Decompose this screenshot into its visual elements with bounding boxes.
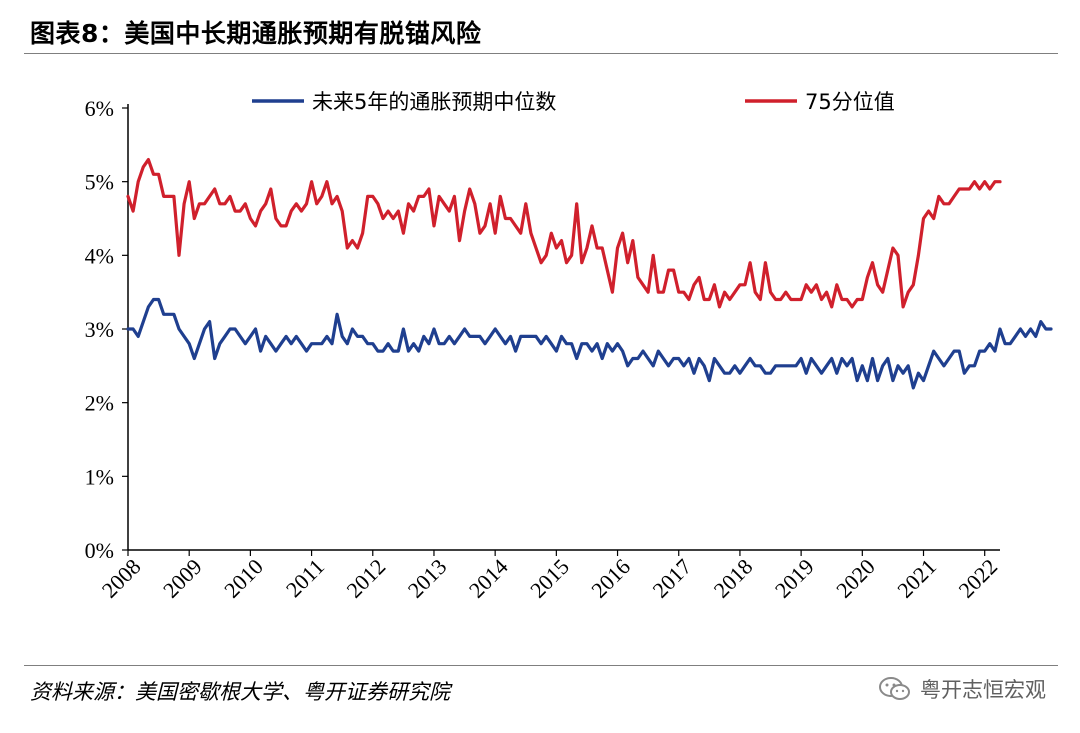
footer-divider — [24, 665, 1058, 666]
x-tick-label: 2017 — [647, 554, 696, 603]
legend-label-2: 75分位值 — [805, 90, 895, 114]
x-tick-label: 2018 — [709, 554, 758, 603]
y-tick-label: 3% — [85, 317, 114, 342]
y-tick-label: 1% — [85, 464, 114, 489]
y-tick-label: 6% — [85, 96, 114, 121]
title-divider — [24, 53, 1058, 54]
y-tick-label: 4% — [85, 243, 114, 268]
line-chart: 0%1%2%3%4%5%6%2008 2009 2010 2011 2012 2013 20… — [85, 90, 1053, 603]
x-tick-label: 2016 — [586, 554, 635, 603]
y-tick-label: 2% — [85, 391, 114, 416]
source-note: 资料来源：美国密歇根大学、粤开证券研究院 — [30, 680, 450, 704]
x-tick-label: 2012 — [342, 554, 391, 603]
chart-title: 图表8：美国中长期通胀预期有脱锚风险 — [30, 19, 482, 48]
x-tick-label: 2009 — [158, 554, 207, 603]
x-tick-label: 2021 — [892, 554, 941, 603]
x-tick-label: 2020 — [831, 554, 880, 603]
series-line-1 — [126, 297, 1053, 390]
y-tick-label: 5% — [85, 170, 114, 195]
x-tick-label: 2010 — [219, 554, 268, 603]
x-tick-label: 2019 — [770, 554, 819, 603]
series-line-2 — [126, 158, 1002, 309]
wechat-icon — [879, 677, 910, 700]
x-tick-label: 2015 — [525, 554, 574, 603]
legend-label-1: 未来5年的通胀预期中位数 — [312, 90, 556, 114]
y-tick-label: 0% — [85, 538, 114, 563]
x-tick-label: 2011 — [281, 554, 329, 602]
x-tick-label: 2022 — [953, 554, 1002, 603]
watermark: 粤开志恒宏观 — [878, 674, 1046, 704]
watermark-label: 粤开志恒宏观 — [920, 678, 1046, 702]
x-tick-label: 2014 — [464, 554, 513, 603]
x-tick-label: 2013 — [403, 554, 452, 603]
